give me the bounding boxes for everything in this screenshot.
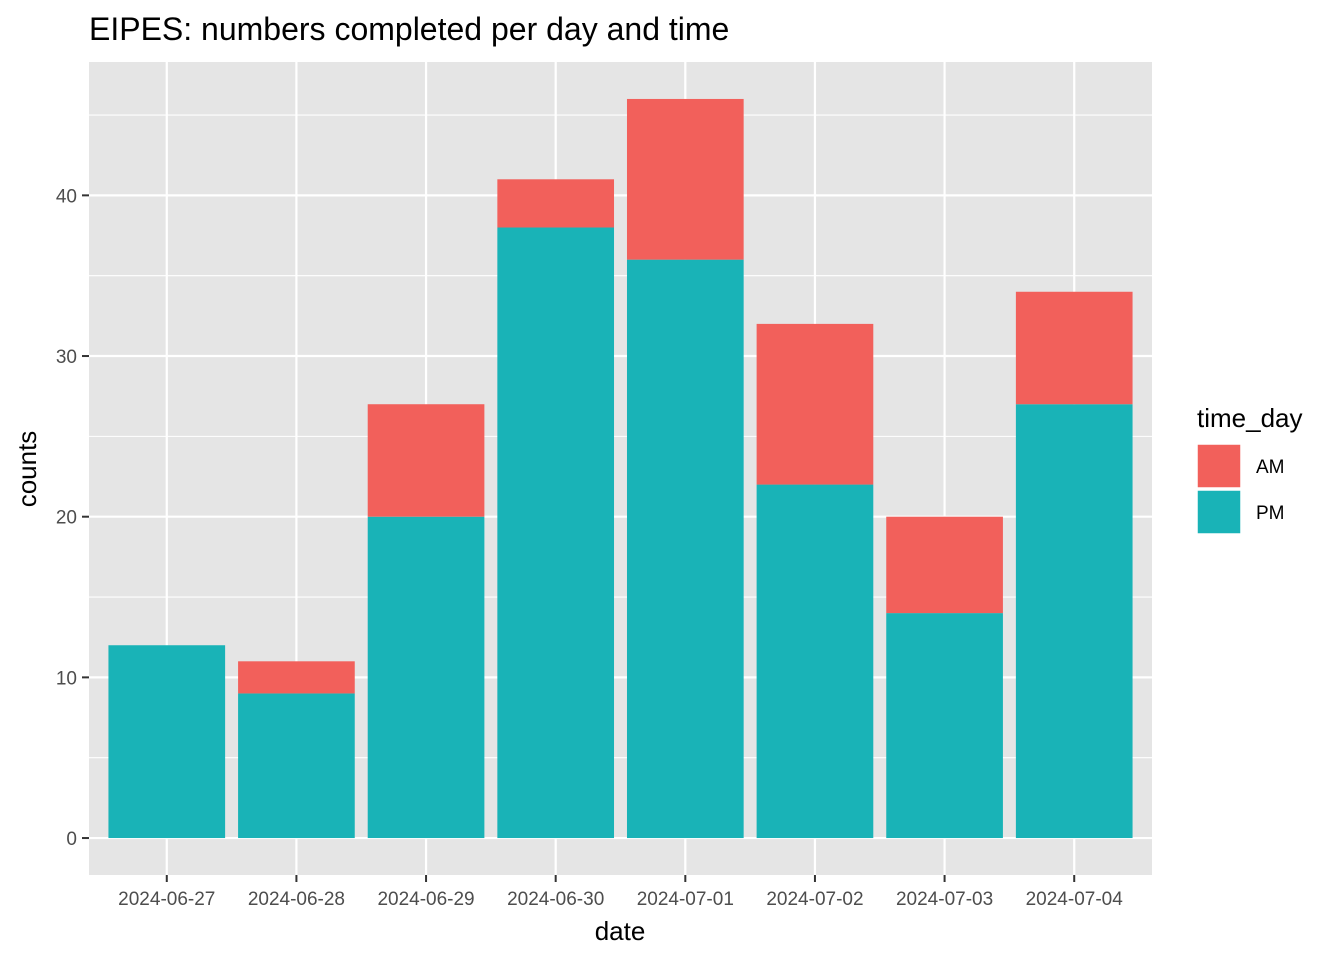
x-tick-label: 2024-06-30 [507, 889, 604, 910]
x-tick-label: 2024-07-01 [637, 889, 734, 910]
bar-am-2024-07-02 [756, 323, 874, 485]
legend-items: AM PM [1196, 443, 1285, 535]
bar-am-2024-07-01 [626, 98, 744, 260]
bar-am-2024-06-28 [238, 661, 355, 694]
x-tick-label: 2024-07-03 [896, 889, 993, 910]
legend-key-pm [1196, 489, 1242, 535]
x-tick-label: 2024-07-02 [766, 889, 863, 910]
y-tick-label: 30 [56, 347, 77, 368]
bar-am-2024-06-29 [367, 404, 485, 517]
bar-pm-2024-07-03 [886, 613, 1003, 839]
bar-pm-2024-06-29 [367, 516, 485, 839]
legend: time_day AM PM [1196, 403, 1303, 535]
y-tick-label: 20 [56, 508, 77, 529]
x-tick-label: 2024-06-29 [377, 889, 474, 910]
x-tick-label: 2024-06-28 [248, 889, 345, 910]
bar-pm-2024-06-28 [238, 693, 355, 839]
x-tick-label: 2024-06-27 [118, 889, 215, 910]
y-tick-label: 10 [56, 668, 77, 689]
y-tick-label: 0 [66, 829, 77, 850]
bar-am-2024-06-30 [497, 179, 615, 228]
x-tick-label: 2024-07-04 [1026, 889, 1124, 910]
bar-pm-2024-07-02 [756, 484, 874, 839]
bar-pm-2024-06-30 [497, 227, 615, 839]
x-axis-title: date [595, 916, 646, 946]
chart-title: EIPES: numbers completed per day and tim… [89, 11, 729, 47]
y-tick-label: 40 [56, 186, 77, 207]
y-axis-title: counts [12, 431, 42, 508]
bar-am-2024-07-04 [1015, 291, 1133, 405]
bar-pm-2024-07-01 [626, 259, 744, 839]
bar-am-2024-07-03 [886, 516, 1003, 614]
legend-label-am: AM [1256, 457, 1285, 478]
legend-label-pm: PM [1256, 503, 1285, 524]
bars [108, 98, 1133, 839]
bar-pm-2024-06-27 [108, 645, 226, 839]
y-axis: 0 10 20 30 40 [56, 186, 89, 850]
bar-pm-2024-07-04 [1015, 404, 1133, 839]
legend-title: time_day [1197, 403, 1303, 433]
legend-key-am [1196, 443, 1242, 489]
x-axis: 2024-06-27 2024-06-28 2024-06-29 2024-06-30… [118, 875, 1123, 910]
